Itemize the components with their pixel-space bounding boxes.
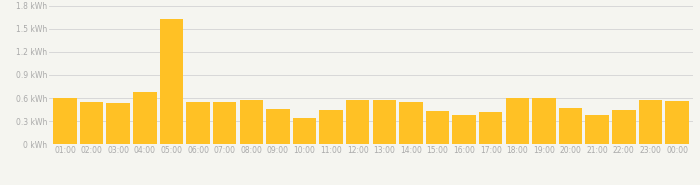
Bar	[186, 102, 210, 144]
Bar	[585, 115, 609, 144]
Bar	[399, 102, 423, 144]
Bar	[452, 115, 476, 144]
Bar	[638, 100, 662, 144]
Bar	[479, 112, 503, 144]
Bar	[346, 100, 370, 144]
Bar	[239, 100, 263, 144]
Bar	[213, 102, 237, 144]
Bar	[505, 98, 529, 144]
Bar	[160, 19, 183, 144]
Bar	[319, 110, 343, 144]
Bar	[266, 109, 290, 144]
Bar	[133, 92, 157, 144]
Bar	[559, 108, 582, 144]
Bar	[293, 118, 316, 144]
Bar	[53, 98, 77, 144]
Bar	[665, 101, 689, 144]
Bar	[106, 103, 130, 144]
Bar	[426, 111, 449, 144]
Bar	[612, 110, 636, 144]
Bar	[372, 100, 396, 144]
Bar	[80, 102, 104, 144]
Bar	[532, 98, 556, 144]
